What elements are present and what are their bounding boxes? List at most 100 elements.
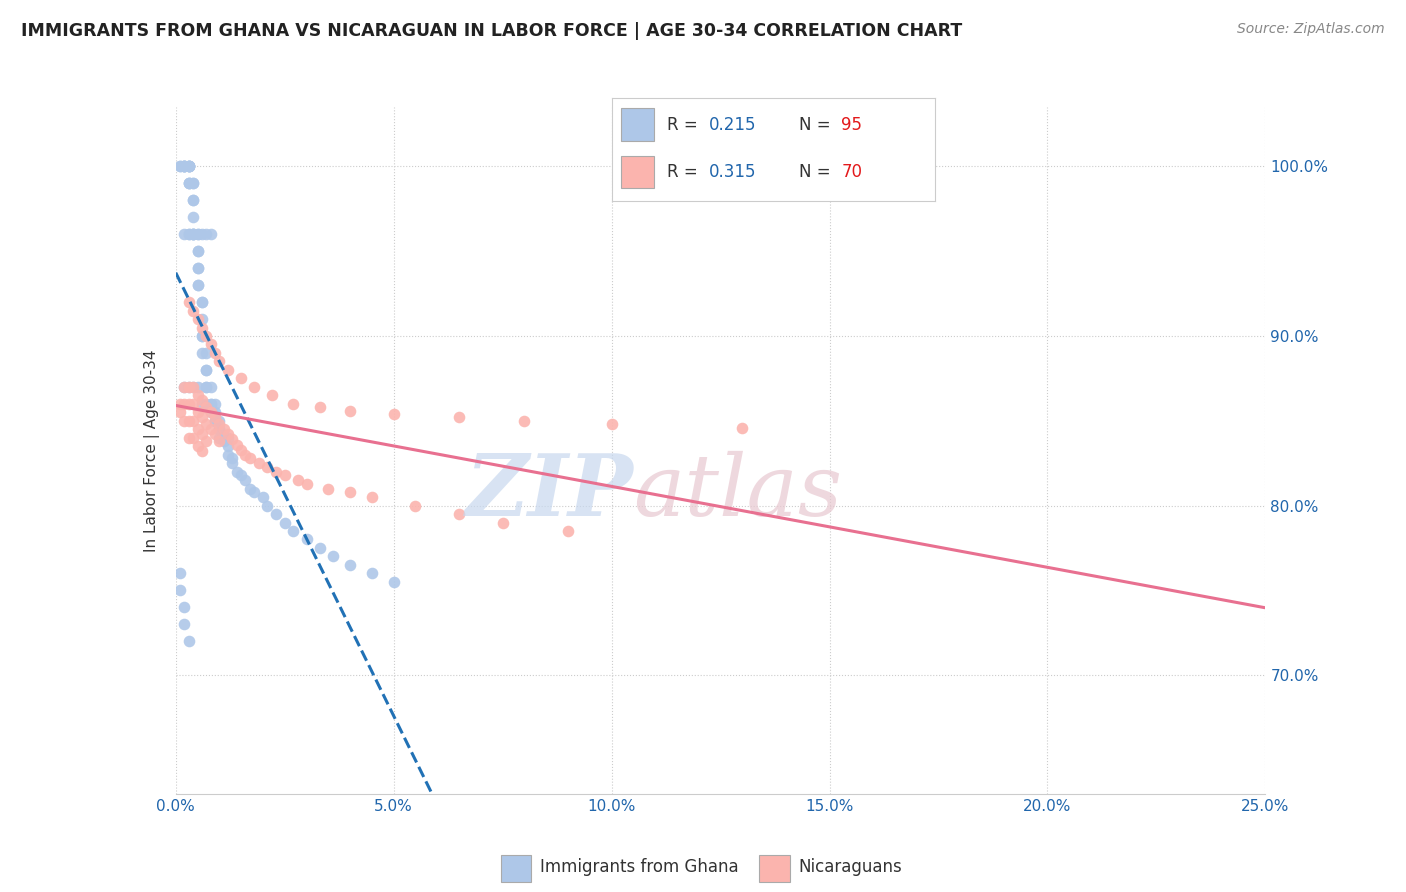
Bar <box>759 855 790 881</box>
Text: N =: N = <box>799 163 837 181</box>
Point <box>173 160 195 174</box>
Point <box>177 177 200 191</box>
Point <box>177 227 200 242</box>
Point <box>208 434 231 449</box>
Point <box>322 549 344 564</box>
Point <box>208 417 231 432</box>
Point <box>204 414 226 428</box>
Point <box>181 227 204 242</box>
Point <box>217 427 239 442</box>
Text: Nicaraguans: Nicaraguans <box>799 858 903 877</box>
Point <box>177 634 200 648</box>
Point <box>195 346 218 360</box>
Point <box>447 507 470 521</box>
Text: atlas: atlas <box>633 450 842 533</box>
Point <box>186 312 209 326</box>
Point <box>212 434 235 449</box>
Text: N =: N = <box>799 116 837 134</box>
Point <box>283 397 305 411</box>
Text: R =: R = <box>666 163 703 181</box>
Point <box>173 160 195 174</box>
Point <box>260 388 283 402</box>
Point <box>557 524 579 538</box>
Point <box>169 160 191 174</box>
Point <box>252 490 274 504</box>
Point <box>235 473 257 487</box>
Point <box>208 422 231 436</box>
Point <box>181 177 204 191</box>
Point <box>177 160 200 174</box>
Point <box>186 278 209 293</box>
Point <box>200 380 222 394</box>
Point <box>195 227 218 242</box>
Point <box>212 431 235 445</box>
Point <box>204 405 226 419</box>
Point <box>231 442 253 457</box>
Point <box>191 346 214 360</box>
Point <box>513 414 536 428</box>
Point <box>200 422 222 436</box>
Point <box>186 422 209 436</box>
Point <box>200 405 222 419</box>
Point <box>195 380 218 394</box>
Point <box>360 566 382 581</box>
Point <box>186 227 209 242</box>
Point <box>181 194 204 208</box>
Point <box>173 414 195 428</box>
Point <box>181 431 204 445</box>
Y-axis label: In Labor Force | Age 30-34: In Labor Force | Age 30-34 <box>143 349 160 552</box>
Point <box>225 465 247 479</box>
Point <box>186 244 209 259</box>
Point <box>295 533 318 547</box>
Point <box>731 420 754 434</box>
Point <box>200 337 222 351</box>
Point <box>191 312 214 326</box>
Point <box>195 397 218 411</box>
Point <box>177 177 200 191</box>
Point <box>264 465 287 479</box>
Point <box>177 414 200 428</box>
Point <box>204 427 226 442</box>
Point <box>264 507 287 521</box>
Point <box>287 473 309 487</box>
Point <box>208 422 231 436</box>
Point <box>247 456 270 470</box>
Point <box>217 431 239 445</box>
Point <box>173 397 195 411</box>
Text: 0.315: 0.315 <box>709 163 756 181</box>
Bar <box>501 855 531 881</box>
Point <box>208 414 231 428</box>
Point <box>221 451 243 466</box>
Point <box>181 227 204 242</box>
Point <box>191 444 214 458</box>
Text: R =: R = <box>666 116 703 134</box>
Point <box>274 468 297 483</box>
Point <box>181 380 204 394</box>
Point <box>191 320 214 334</box>
Point <box>186 244 209 259</box>
Point <box>186 278 209 293</box>
Point <box>195 417 218 432</box>
Point <box>177 431 200 445</box>
Point <box>191 427 214 442</box>
Point <box>204 410 226 425</box>
Point <box>186 261 209 276</box>
Text: 70: 70 <box>841 163 862 181</box>
Point <box>173 160 195 174</box>
Point <box>191 397 214 411</box>
Point <box>181 380 204 394</box>
Point <box>181 211 204 225</box>
Point <box>191 227 214 242</box>
Point <box>186 405 209 419</box>
Point <box>173 380 195 394</box>
Point <box>382 407 405 421</box>
Point <box>295 476 318 491</box>
Point <box>181 227 204 242</box>
Point <box>204 346 226 360</box>
Point <box>177 295 200 310</box>
Point <box>200 397 222 411</box>
Point <box>177 177 200 191</box>
Point <box>208 354 231 368</box>
Point <box>339 485 361 500</box>
Point <box>274 516 297 530</box>
